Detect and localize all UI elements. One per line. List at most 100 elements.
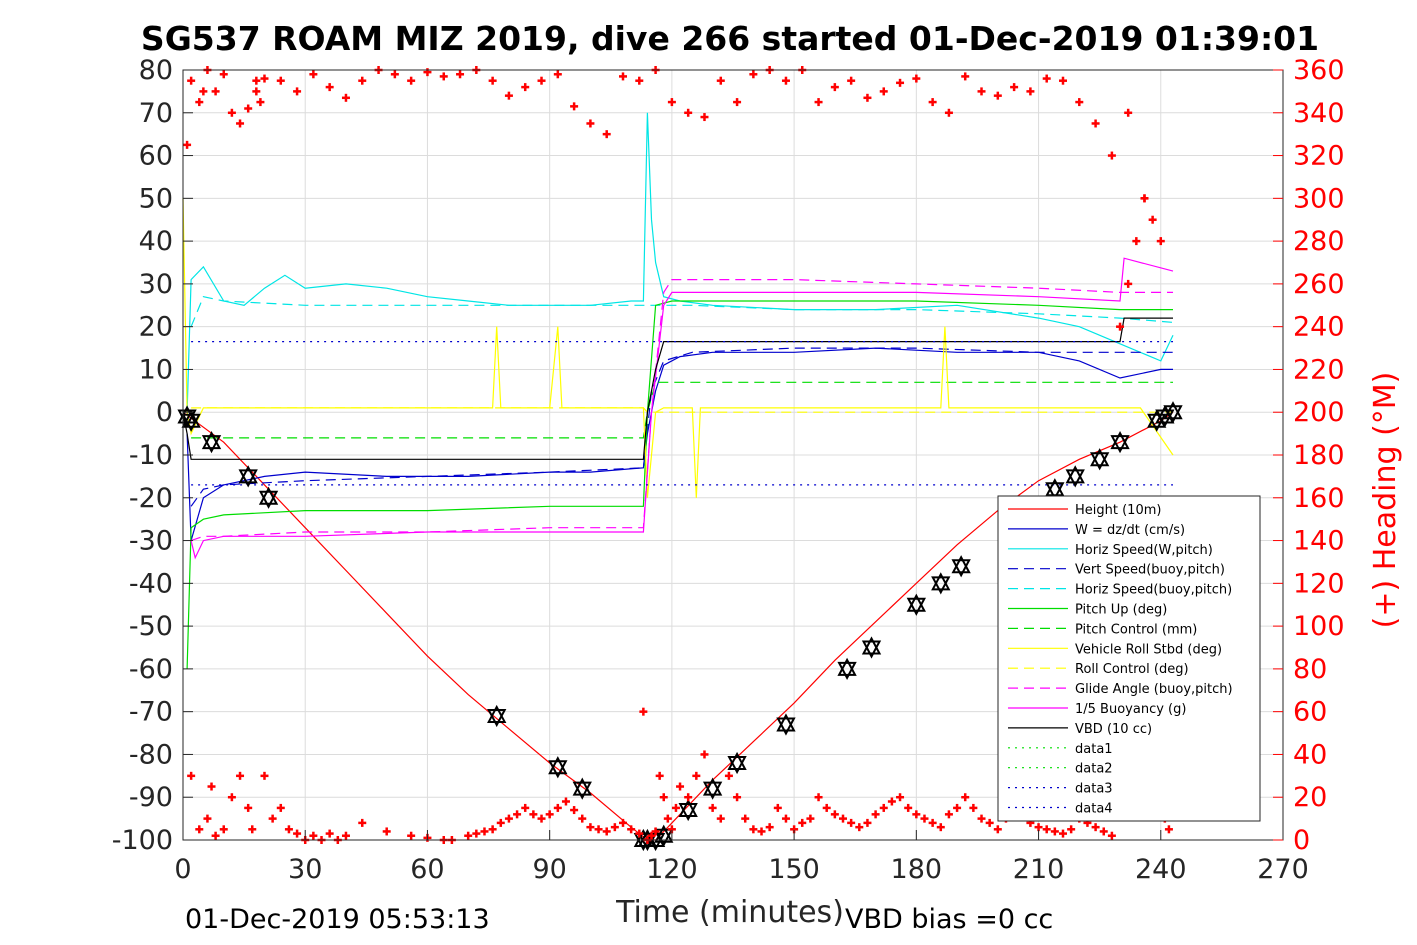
y-left-tick-label: -20 [129,483,173,514]
y-right-tick-label: 320 [1293,141,1345,172]
heading-point [961,72,970,81]
heading-point [798,818,807,827]
y-right-tick-label: 0 [1293,825,1310,856]
y-right-tick-label: 240 [1293,312,1345,343]
legend-entry: W = dz/dt (cm/s) [1008,523,1185,538]
heading-point [733,98,742,107]
legend-label: data3 [1075,782,1113,797]
heading-point [879,803,888,812]
y-left-tick-label: -40 [129,568,173,599]
heading-point [879,87,888,96]
y-left-tick-label: -90 [129,782,173,813]
y-left-tick-label: 80 [139,55,173,86]
heading-point [655,771,664,780]
heading-point [325,83,334,92]
x-tick-label: 0 [174,854,191,885]
legend-entry: data4 [1008,802,1113,817]
heading-point [839,814,847,823]
heading-point [586,119,595,128]
legend-label: Height (10m) [1075,503,1161,518]
heading-point [1010,83,1019,92]
heading-point [871,810,880,819]
heading-point [969,803,978,812]
legend-label: VBD (10 cc) [1075,722,1152,737]
heading-point [244,803,253,812]
heading-point [284,825,293,834]
heading-point [513,810,522,819]
footer-timestamp: 01-Dec-2019 05:53:13 [185,904,490,935]
y-left-tick-label: -60 [129,654,173,685]
heading-point [423,68,432,77]
heading-point [671,803,680,812]
heading-point [619,72,627,81]
heading-point [488,76,497,85]
heading-point [977,87,986,96]
heading-point [1099,827,1108,836]
series-line-3 [190,347,1173,507]
heading-point [765,823,774,832]
heading-point [1026,87,1035,96]
heading-point [920,814,929,823]
heading-point [1156,237,1165,246]
heading-point [847,818,856,827]
series-line-6 [191,381,1173,439]
y-right-tick-label: 160 [1293,483,1345,514]
series-line-10 [190,257,1174,560]
sample-marker [487,704,507,728]
legend-entry: Vert Speed(buoy,pitch) [1008,563,1225,578]
y-right-tick-label: 200 [1293,397,1345,428]
x-tick-label: 150 [768,854,820,885]
y-right-tick-label: 40 [1293,739,1327,770]
heading-point [863,93,872,102]
legend-label: Vehicle Roll Stbd (deg) [1075,642,1222,657]
sample-marker [654,824,674,847]
y-right-tick-label: 140 [1293,526,1345,557]
heading-point [936,823,945,832]
heading-point [847,76,856,85]
x-tick-label: 90 [532,854,566,885]
heading-point [1042,825,1051,834]
heading-point [1067,825,1076,834]
heading-point [961,793,970,802]
heading-point [806,814,815,823]
legend-label: data4 [1075,802,1113,817]
y-left-tick-label: 40 [139,226,173,257]
heading-point [912,74,921,83]
x-tick-label: 60 [410,854,444,885]
heading-point [1132,237,1141,246]
sample-marker [951,555,971,578]
sample-marker [572,777,592,800]
heading-point [700,750,709,759]
heading-point [248,825,257,834]
heading-point [1034,823,1043,832]
heading-point [1124,279,1133,288]
heading-point [749,825,758,834]
heading-point [537,814,546,823]
heading-point [741,814,750,823]
heading-point [537,76,546,85]
heading-point [781,814,790,823]
heading-point [390,70,399,79]
heading-point [757,827,766,836]
heading-point [211,831,220,840]
legend-box [997,495,1261,822]
legend: Height (10m) W = dz/dt (cm/s) Horiz Speed(… [997,495,1261,822]
heading-point [358,818,367,827]
y-left-tick-label: -100 [112,825,173,856]
legend-entry: Horiz Speed(buoy,pitch) [1008,583,1232,598]
heading-point [195,98,204,107]
heading-point [561,797,570,806]
heading-point [993,91,1002,100]
legend-label: Pitch Control (mm) [1075,622,1197,637]
x-tick-label: 180 [891,854,943,885]
sample-marker [702,777,723,800]
legend-label: Horiz Speed(buoy,pitch) [1075,583,1232,598]
heading-point [953,803,962,812]
legend-label: Glide Angle (buoy,pitch) [1075,682,1233,697]
heading-point [619,818,627,827]
heading-point [904,803,913,812]
x-tick-label: 210 [1013,854,1065,885]
heading-point [1148,215,1157,224]
y-left-tick-label: 60 [139,141,173,172]
sample-marker [1045,478,1065,501]
